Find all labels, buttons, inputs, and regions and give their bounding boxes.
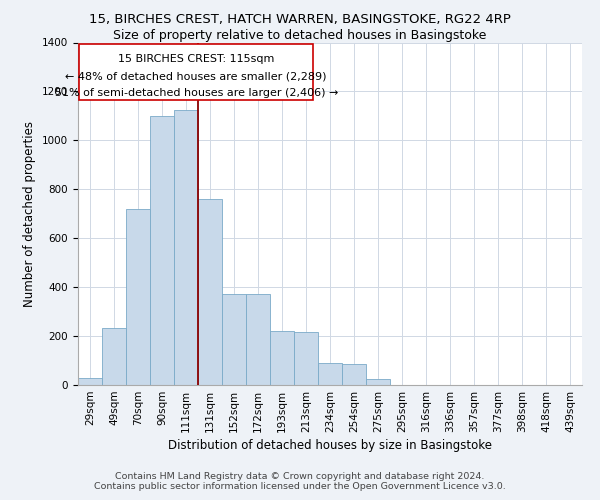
Bar [198,199,222,385]
Bar [222,294,246,385]
Bar [342,364,366,385]
Bar [126,209,150,385]
Bar [174,110,198,385]
Bar [150,116,174,385]
Bar [318,363,342,385]
Text: ← 48% of detached houses are smaller (2,289): ← 48% of detached houses are smaller (2,… [65,72,327,82]
Text: Size of property relative to detached houses in Basingstoke: Size of property relative to detached ho… [113,29,487,42]
X-axis label: Distribution of detached houses by size in Basingstoke: Distribution of detached houses by size … [168,439,492,452]
Bar [78,378,102,385]
Text: 51% of semi-detached houses are larger (2,406) →: 51% of semi-detached houses are larger (… [55,88,338,98]
Bar [102,328,126,385]
Text: 15, BIRCHES CREST, HATCH WARREN, BASINGSTOKE, RG22 4RP: 15, BIRCHES CREST, HATCH WARREN, BASINGS… [89,12,511,26]
Bar [246,294,270,385]
Bar [270,331,294,385]
Bar [366,379,390,385]
Bar [294,332,318,385]
Text: Contains HM Land Registry data © Crown copyright and database right 2024.
Contai: Contains HM Land Registry data © Crown c… [94,472,506,491]
Text: 15 BIRCHES CREST: 115sqm: 15 BIRCHES CREST: 115sqm [118,54,274,64]
Y-axis label: Number of detached properties: Number of detached properties [23,120,37,306]
FancyBboxPatch shape [79,44,313,100]
